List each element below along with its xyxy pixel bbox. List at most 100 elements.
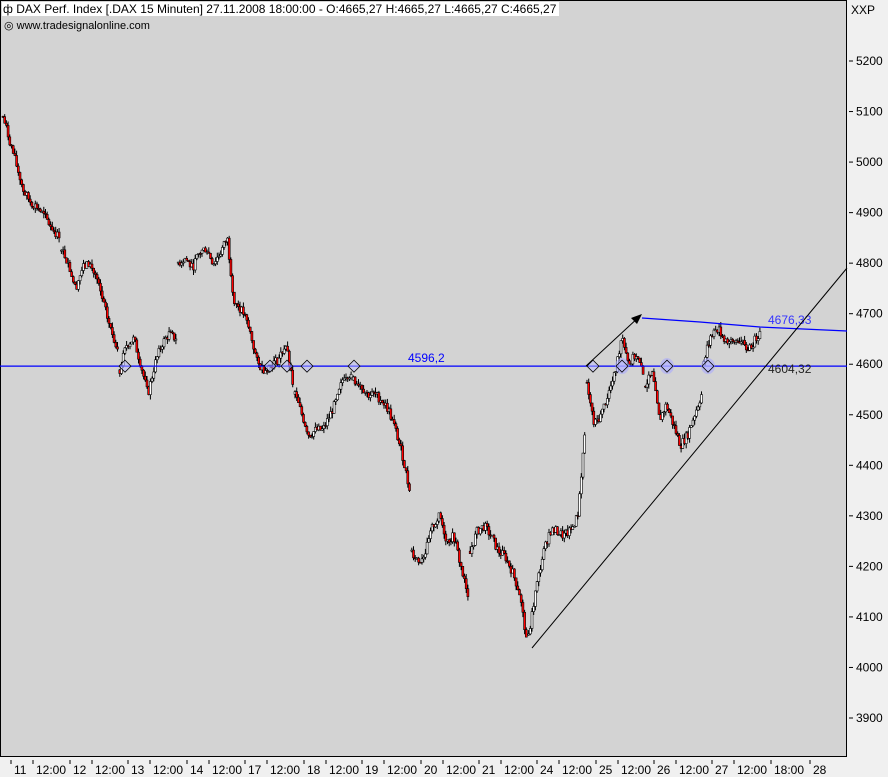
candle	[612, 372, 616, 382]
x-tick-label: 12:00	[329, 763, 359, 777]
candle	[645, 383, 649, 388]
candle	[540, 558, 544, 571]
candle	[751, 346, 755, 349]
candle	[420, 558, 424, 563]
x-tick-label: 20	[424, 763, 438, 777]
candle	[750, 344, 753, 349]
candle	[722, 335, 726, 342]
candle	[78, 275, 82, 282]
x-tick-label: 18	[307, 763, 321, 777]
candle	[492, 534, 496, 539]
x-tick-label: 12:00	[95, 763, 125, 777]
candle	[592, 410, 596, 425]
candle	[579, 476, 583, 495]
candle	[667, 409, 671, 414]
candle	[212, 263, 216, 266]
candle	[322, 425, 326, 429]
candle	[524, 629, 528, 638]
candle	[214, 261, 217, 265]
candle	[470, 546, 474, 554]
candle	[614, 371, 618, 373]
candle	[18, 172, 22, 181]
candle	[464, 578, 468, 589]
candle	[291, 369, 295, 385]
candle	[731, 339, 735, 342]
x-tick-label: 12:00	[387, 763, 417, 777]
candle	[513, 568, 516, 579]
candle	[207, 251, 211, 254]
candle	[47, 219, 51, 226]
candle	[744, 344, 748, 351]
candle	[655, 390, 659, 404]
candle	[13, 153, 17, 156]
candle	[155, 356, 159, 361]
candle	[140, 365, 144, 371]
candle	[674, 425, 678, 434]
candle	[231, 275, 234, 293]
candle	[157, 348, 161, 358]
candle	[295, 391, 299, 398]
candle	[676, 433, 680, 436]
candle	[277, 357, 281, 365]
x-tick-label: 12:00	[737, 763, 767, 777]
x-tick-label: 14	[190, 763, 204, 777]
candle	[403, 460, 406, 469]
candle	[255, 352, 259, 358]
candle	[209, 252, 212, 259]
candle	[661, 412, 664, 420]
candle	[247, 319, 250, 328]
candle	[16, 165, 20, 173]
candle	[709, 335, 712, 346]
candle	[102, 298, 106, 303]
candle	[736, 340, 740, 343]
candle	[652, 371, 656, 382]
candle	[689, 425, 693, 428]
candle	[97, 278, 101, 284]
candle	[250, 331, 254, 341]
source-link[interactable]: ◎ www.tradesignalonline.com	[4, 20, 150, 32]
candle	[602, 403, 606, 410]
axis-unit-label: XXP	[851, 3, 876, 17]
candle	[611, 380, 614, 387]
candle	[557, 534, 561, 536]
candle	[6, 125, 10, 138]
candle	[727, 341, 731, 344]
candle	[396, 428, 399, 441]
candle	[600, 408, 604, 415]
candle	[95, 274, 99, 280]
candle	[336, 393, 339, 401]
candle	[257, 357, 261, 365]
candle	[73, 281, 77, 285]
candle	[245, 314, 249, 321]
candle	[523, 611, 526, 631]
chart-plot-area[interactable]	[0, 0, 847, 757]
candle	[341, 379, 344, 383]
x-tick-label: 12	[73, 763, 87, 777]
x-tick-label: 28	[813, 763, 827, 777]
candle	[15, 155, 18, 167]
resistance-line	[641, 317, 848, 332]
candle	[8, 136, 12, 146]
candle	[42, 210, 46, 214]
candle	[619, 340, 623, 355]
candle	[662, 411, 666, 414]
candle	[647, 374, 651, 385]
x-tick-label: 18:00	[774, 763, 804, 777]
candle	[617, 353, 621, 358]
candle	[599, 413, 602, 422]
candle	[242, 306, 245, 315]
y-tick-label: 5200	[856, 54, 883, 68]
candle	[514, 577, 518, 587]
candle	[130, 341, 133, 345]
candle	[429, 530, 432, 539]
candle	[254, 348, 257, 354]
candle	[562, 532, 566, 539]
candle	[518, 589, 521, 596]
candle	[401, 445, 405, 461]
candle	[691, 419, 695, 427]
candle	[641, 365, 645, 375]
candle	[573, 525, 576, 528]
candle	[185, 258, 188, 261]
candle	[497, 546, 501, 554]
